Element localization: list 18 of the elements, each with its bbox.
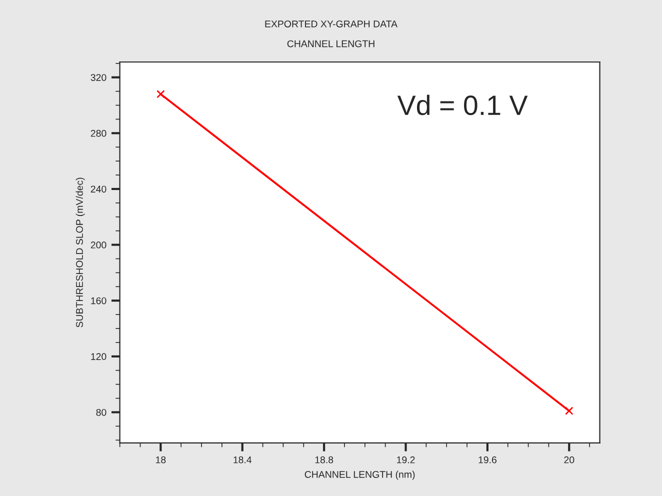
y-axis-title: SUBTHRESHOLD SLOP (mV/dec) xyxy=(76,178,85,328)
chart-subtitle: CHANNEL LENGTH xyxy=(287,40,374,48)
y-tick-label: 160 xyxy=(91,297,106,304)
x-tick-label: 20 xyxy=(564,456,574,464)
x-tick-label: 18.4 xyxy=(234,456,252,464)
y-tick-label: 200 xyxy=(90,242,106,248)
y-tick-label: 320 xyxy=(90,74,106,81)
x-tick-label: 18 xyxy=(156,456,166,464)
x-axis-title: CHANNEL LENGTH (nm) xyxy=(304,470,415,480)
x-tick-label: 19.2 xyxy=(397,456,415,464)
x-tick-label: 19.6 xyxy=(478,456,496,464)
chart-title: EXPORTED XY-GRAPH DATA xyxy=(265,20,398,28)
y-tick-label: 280 xyxy=(90,130,106,137)
y-tick-label: 120 xyxy=(91,353,106,360)
y-tick-label: 240 xyxy=(90,186,106,193)
x-tick-label: 18.8 xyxy=(315,456,334,464)
y-tick-label: 80 xyxy=(96,408,106,416)
annotation: Vd = 0.1 V xyxy=(397,94,528,116)
